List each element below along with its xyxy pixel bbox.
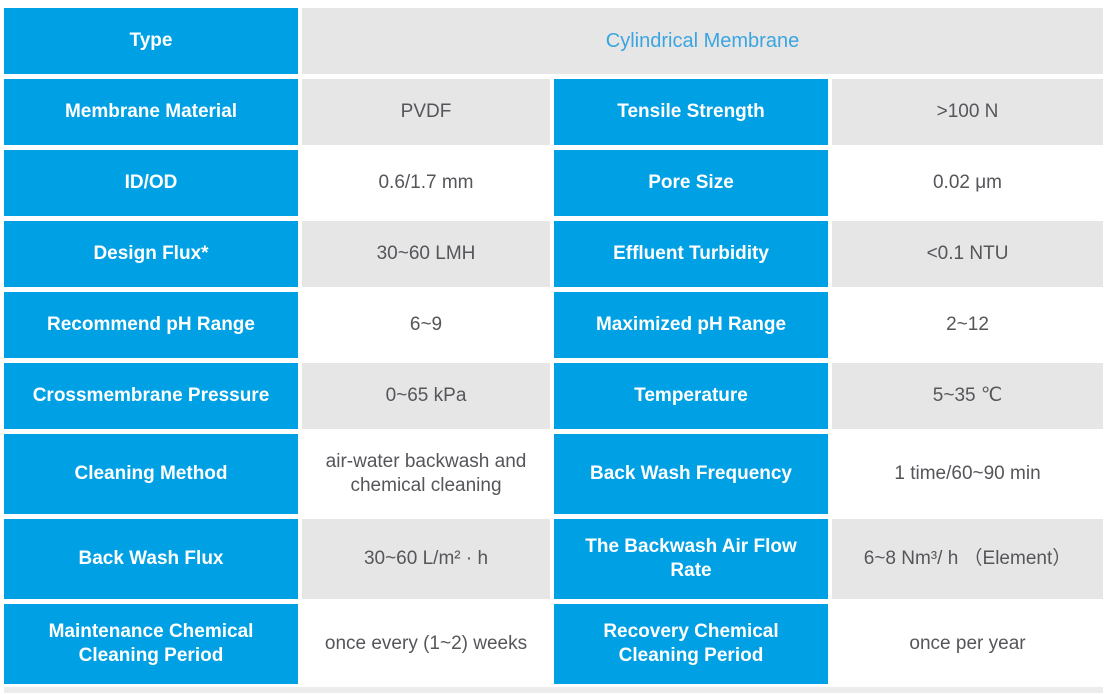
maximized-ph-range-value: 2~12 [832,292,1103,358]
recommend-ph-range-label: Recommend pH Range [4,292,298,358]
spec-grid: Type Cylindrical Membrane Membrane Mater… [4,8,1103,684]
design-flux-value: 30~60 LMH [302,221,550,287]
effluent-turbidity-label: Effluent Turbidity [554,221,828,287]
tensile-strength-value: >100 N [832,79,1103,145]
id-od-label: ID/OD [4,150,298,216]
pore-size-value: 0.02 μm [832,150,1103,216]
recovery-chemical-cleaning-period-value: once per year [832,604,1103,684]
back-wash-frequency-value: 1 time/60~90 min [832,434,1103,514]
membrane-material-value: PVDF [302,79,550,145]
backwash-air-flow-rate-label: The Backwash Air Flow Rate [554,519,828,599]
bottom-divider [4,687,1103,693]
crossmembrane-pressure-label: Crossmembrane Pressure [4,363,298,429]
back-wash-frequency-label: Back Wash Frequency [554,434,828,514]
effluent-turbidity-value: <0.1 NTU [832,221,1103,287]
id-od-value: 0.6/1.7 mm [302,150,550,216]
temperature-value: 5~35 ℃ [832,363,1103,429]
backwash-air-flow-rate-value: 6~8 Nm³/ h （Element） [832,519,1103,599]
back-wash-flux-value: 30~60 L/m² · h [302,519,550,599]
recommend-ph-range-value: 6~9 [302,292,550,358]
back-wash-flux-label: Back Wash Flux [4,519,298,599]
maintenance-chemical-cleaning-period-label: Maintenance Chemical Cleaning Period [4,604,298,684]
design-flux-label: Design Flux* [4,221,298,287]
membrane-material-label: Membrane Material [4,79,298,145]
cleaning-method-label: Cleaning Method [4,434,298,514]
tensile-strength-label: Tensile Strength [554,79,828,145]
temperature-label: Temperature [554,363,828,429]
type-value: Cylindrical Membrane [302,8,1103,74]
type-label: Type [4,8,298,74]
maintenance-chemical-cleaning-period-value: once every (1~2) weeks [302,604,550,684]
crossmembrane-pressure-value: 0~65 kPa [302,363,550,429]
recovery-chemical-cleaning-period-label: Recovery Chemical Cleaning Period [554,604,828,684]
maximized-ph-range-label: Maximized pH Range [554,292,828,358]
pore-size-label: Pore Size [554,150,828,216]
cleaning-method-value: air-water backwash and chemical cleaning [302,434,550,514]
